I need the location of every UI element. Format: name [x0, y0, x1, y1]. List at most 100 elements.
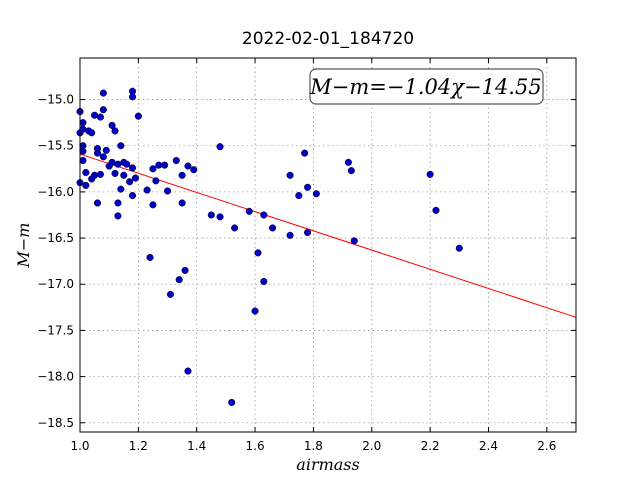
data-point	[286, 171, 294, 179]
data-point	[269, 224, 277, 232]
data-point	[254, 249, 262, 257]
data-point	[79, 125, 87, 133]
data-point	[117, 142, 125, 150]
data-point	[295, 192, 303, 200]
x-tick-label: 2.0	[362, 439, 381, 453]
chart-title: 2022-02-01_184720	[242, 29, 414, 49]
data-point	[228, 398, 236, 406]
data-point	[102, 146, 110, 154]
y-tick-label: −15.5	[37, 139, 74, 153]
data-point	[82, 168, 90, 177]
data-point	[166, 290, 174, 298]
fit-equation-label: M−m=−1.04χ−14.55	[309, 75, 541, 99]
data-point	[99, 106, 107, 114]
data-point	[111, 127, 119, 135]
data-point	[172, 156, 180, 165]
data-point	[146, 253, 154, 262]
data-point	[82, 181, 90, 189]
data-point	[216, 213, 224, 221]
y-tick-label: −16.5	[37, 231, 74, 245]
data-point	[128, 164, 137, 172]
data-point	[111, 169, 119, 177]
data-point	[88, 129, 96, 137]
data-point	[286, 231, 294, 239]
data-point	[123, 160, 131, 168]
plot-frame	[79, 57, 577, 433]
data-point	[178, 171, 186, 179]
data-point	[96, 170, 104, 178]
data-point	[260, 211, 268, 219]
y-tick-label: −16.0	[37, 185, 74, 199]
data-point	[79, 119, 87, 127]
axis-ticks: 1.0 1.2 1.4 1.6 1.8 2.0 2.2 2.4 2.6 −15.0 −15.5 −16…	[37, 58, 576, 453]
data-point	[301, 149, 309, 157]
data-point	[207, 211, 215, 219]
data-point	[231, 224, 239, 232]
data-point	[126, 178, 134, 186]
x-tick-label: 2.2	[421, 439, 440, 453]
data-point	[149, 165, 157, 173]
data-point	[114, 212, 122, 220]
data-point	[120, 171, 128, 179]
x-tick-label: 2.4	[479, 439, 498, 453]
data-point	[128, 93, 137, 101]
x-tick-label: 2.6	[537, 439, 556, 453]
data-point	[149, 201, 157, 209]
data-point	[260, 277, 268, 286]
fit-line-layer	[79, 153, 577, 318]
data-point	[96, 113, 104, 121]
data-point	[175, 276, 183, 284]
data-point	[245, 207, 253, 215]
data-point	[455, 244, 463, 252]
data-point	[216, 143, 224, 151]
data-point	[99, 89, 107, 97]
data-point	[91, 111, 99, 119]
data-point	[108, 121, 116, 129]
data-point	[426, 170, 434, 178]
data-point	[312, 190, 320, 198]
data-point	[131, 174, 139, 182]
data-point	[114, 160, 122, 168]
data-point	[344, 158, 352, 166]
data-point	[93, 199, 102, 207]
x-axis-label: airmass	[296, 455, 359, 474]
fit-equation-box: M−m=−1.04χ−14.55	[309, 68, 544, 105]
y-tick-label: −15.0	[37, 93, 74, 107]
data-point	[304, 228, 312, 237]
data-point	[91, 171, 99, 179]
data-point	[117, 185, 125, 193]
y-tick-label: −18.5	[37, 416, 74, 430]
data-point	[93, 149, 102, 157]
x-tick-label: 1.4	[187, 439, 206, 453]
data-point	[163, 187, 172, 195]
data-point	[251, 307, 259, 315]
x-tick-label: 1.2	[129, 439, 148, 453]
data-point	[184, 367, 192, 375]
data-point	[108, 158, 116, 166]
x-tick-label: 1.0	[70, 439, 89, 453]
data-point	[114, 199, 122, 207]
x-tick-label: 1.8	[304, 439, 323, 453]
y-tick-label: −18.0	[37, 370, 74, 384]
fit-equation-frame	[309, 68, 544, 105]
y-tick-label: −17.0	[37, 277, 74, 291]
data-point	[184, 162, 192, 170]
data-point	[99, 153, 107, 161]
data-point	[161, 161, 169, 169]
data-point	[347, 167, 355, 175]
data-point	[79, 147, 87, 155]
data-point	[190, 166, 198, 174]
data-point	[350, 237, 358, 245]
data-point	[178, 199, 186, 207]
y-axis-label: M−m	[14, 223, 33, 269]
data-point	[432, 206, 440, 214]
data-point	[134, 112, 142, 120]
data-point	[152, 177, 160, 185]
fit-line	[79, 153, 577, 318]
data-points	[76, 87, 463, 406]
data-point	[128, 192, 137, 200]
x-tick-label: 1.6	[246, 439, 265, 453]
data-point	[304, 183, 312, 191]
data-point	[143, 186, 151, 194]
